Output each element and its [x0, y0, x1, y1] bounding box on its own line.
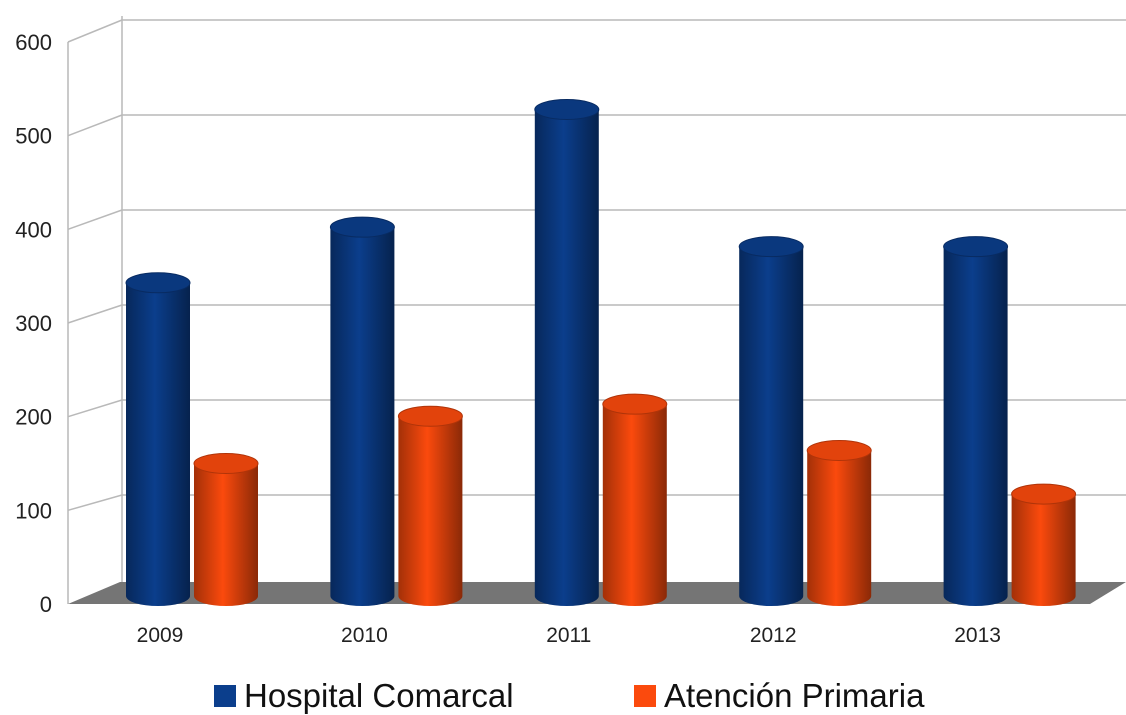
- legend-item: Atención Primaria: [634, 677, 925, 714]
- bar-hospital-comarcal-2010: [329, 216, 395, 607]
- bar-body: [194, 463, 258, 606]
- bar-atenci-n-primaria-2013: [1011, 483, 1077, 606]
- bar-top: [806, 440, 872, 462]
- bar-top: [193, 452, 259, 474]
- bar-atenci-n-primaria-2012: [806, 440, 872, 606]
- bar-body: [534, 109, 599, 606]
- bar-top: [738, 236, 804, 258]
- gridline-side: [67, 209, 123, 231]
- x-tick-label: 2012: [750, 624, 797, 647]
- bar-body: [943, 246, 1008, 606]
- bar-body: [126, 282, 190, 606]
- gridline-side: [67, 19, 123, 43]
- x-tick-label: 2013: [954, 624, 1001, 647]
- y-tick-label: 100: [15, 498, 52, 523]
- bars: [125, 99, 1077, 607]
- x-tick-label: 2009: [137, 624, 184, 647]
- gridline-side: [67, 304, 123, 324]
- y-tick-label: 500: [15, 124, 52, 149]
- bar-top: [329, 216, 395, 238]
- bar-body: [807, 450, 872, 606]
- bar-top: [943, 236, 1009, 258]
- y-tick-label: 600: [15, 30, 52, 55]
- x-tick-label: 2010: [341, 624, 388, 647]
- legend-swatch: [214, 685, 236, 707]
- y-tick-label: 300: [15, 311, 52, 336]
- bar-top: [602, 393, 668, 415]
- gridline-side: [67, 114, 123, 137]
- gridline-side: [67, 399, 123, 418]
- bar-hospital-comarcal-2009: [125, 272, 191, 606]
- bar-top: [534, 99, 600, 120]
- bar-atenci-n-primaria-2009: [193, 452, 259, 606]
- legend-label: Hospital Comarcal: [244, 677, 514, 714]
- bar-top: [397, 405, 463, 427]
- x-axis: 2009 2010 2011 2012 2013: [137, 624, 1001, 647]
- bar-hospital-comarcal-2011: [534, 99, 600, 606]
- x-tick-label: 2011: [546, 624, 591, 647]
- bar-hospital-comarcal-2012: [738, 236, 804, 606]
- legend-label: Atención Primaria: [664, 677, 925, 714]
- bar-atenci-n-primaria-2010: [397, 405, 463, 606]
- y-tick-label: 400: [15, 217, 52, 242]
- y-axis: 0 100 200 300 400 500 600: [15, 30, 52, 617]
- y-tick-label: 200: [15, 405, 52, 430]
- bar-body: [1011, 494, 1076, 606]
- bar-body: [602, 404, 667, 606]
- bar-top: [125, 272, 191, 294]
- legend-item: Hospital Comarcal: [214, 677, 514, 714]
- bar-body: [739, 246, 804, 606]
- bar-body: [330, 227, 395, 607]
- legend-swatch: [634, 685, 656, 707]
- y-tick-label: 0: [40, 592, 52, 617]
- gridline-side: [67, 494, 123, 512]
- bar-hospital-comarcal-2013: [943, 236, 1009, 606]
- legend: Hospital Comarcal Atención Primaria: [214, 677, 925, 714]
- bar-top: [1011, 483, 1077, 505]
- bar-atenci-n-primaria-2011: [602, 393, 668, 606]
- bar-body: [398, 416, 463, 606]
